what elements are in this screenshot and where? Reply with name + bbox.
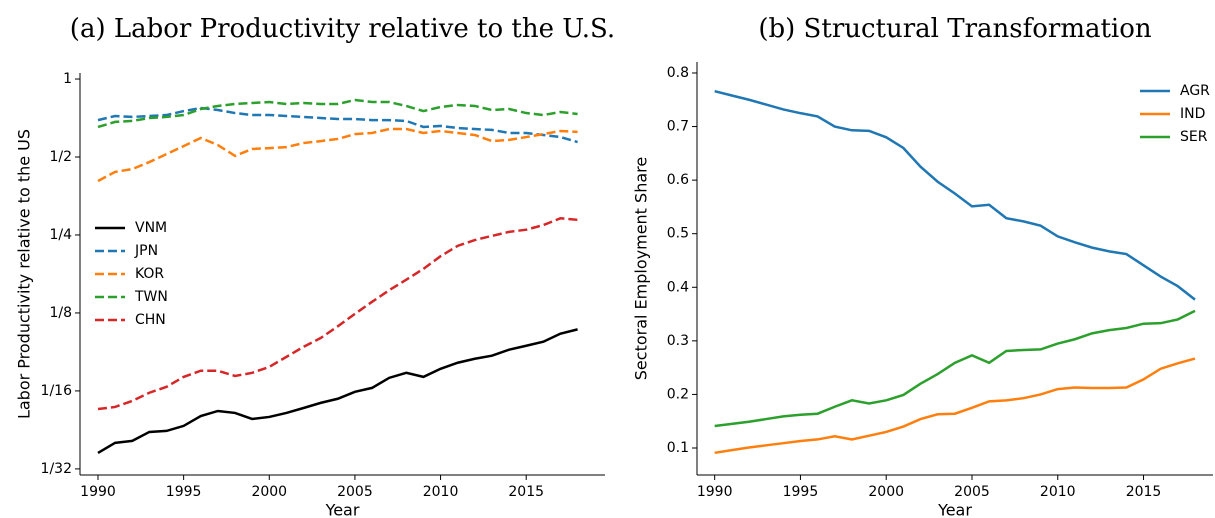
x-tick-label: 2000 bbox=[251, 484, 287, 500]
chart-title: (a) Labor Productivity relative to the U… bbox=[70, 14, 615, 44]
y-tick-label: 0.2 bbox=[667, 386, 689, 402]
legend-label: VNM bbox=[135, 220, 167, 236]
y-tick-label: 1/8 bbox=[49, 305, 72, 321]
legend-label: TWN bbox=[134, 289, 168, 305]
y-tick-label: 0.1 bbox=[667, 440, 689, 456]
x-tick-label: 1995 bbox=[783, 484, 819, 500]
x-tick-label: 1995 bbox=[166, 484, 202, 500]
x-tick-label: 2010 bbox=[423, 484, 459, 500]
chart-title: (b) Structural Transformation bbox=[758, 14, 1152, 44]
y-tick-label: 0.7 bbox=[667, 119, 689, 135]
y-tick-label: 1/2 bbox=[49, 149, 72, 165]
series-line bbox=[714, 309, 1196, 428]
y-tick-label: 0.4 bbox=[667, 279, 689, 295]
y-axis-label: Sectoral Employment Share bbox=[632, 157, 651, 380]
y-tick-label: 1 bbox=[63, 71, 72, 87]
x-tick-label: 1990 bbox=[80, 484, 116, 500]
x-tick-label: 2005 bbox=[337, 484, 373, 500]
x-tick-label: 2005 bbox=[954, 484, 990, 500]
y-tick-label: 1/16 bbox=[41, 383, 73, 399]
legend-label: SER bbox=[1180, 129, 1208, 145]
x-tick-label: 2015 bbox=[1126, 484, 1162, 500]
series-line bbox=[714, 357, 1196, 455]
x-tick-label: 2000 bbox=[868, 484, 904, 500]
y-tick-label: 0.6 bbox=[667, 172, 689, 188]
x-tick-label: 1990 bbox=[697, 484, 733, 500]
series-line bbox=[714, 89, 1196, 301]
x-tick-label: 2010 bbox=[1040, 484, 1076, 500]
x-axis-label: Year bbox=[937, 501, 972, 518]
legend-label: KOR bbox=[135, 266, 164, 282]
x-tick-label: 2015 bbox=[508, 484, 544, 500]
legend-label: IND bbox=[1180, 106, 1205, 122]
legend-label: AGR bbox=[1180, 83, 1210, 99]
legend-label: CHN bbox=[135, 312, 166, 328]
series-line bbox=[97, 106, 578, 144]
x-axis-label: Year bbox=[325, 501, 360, 518]
series-line bbox=[97, 98, 578, 129]
y-tick-label: 1/32 bbox=[41, 461, 72, 477]
y-axis-label: Labor Productivity relative to the US bbox=[15, 129, 34, 419]
y-tick-label: 0.3 bbox=[667, 333, 689, 349]
y-tick-label: 0.8 bbox=[667, 65, 689, 81]
y-tick-label: 1/4 bbox=[49, 227, 72, 243]
series-line bbox=[97, 328, 578, 455]
series-line bbox=[97, 217, 578, 411]
series-line bbox=[97, 127, 578, 183]
legend-label: JPN bbox=[134, 243, 158, 259]
y-tick-label: 0.5 bbox=[667, 226, 689, 242]
